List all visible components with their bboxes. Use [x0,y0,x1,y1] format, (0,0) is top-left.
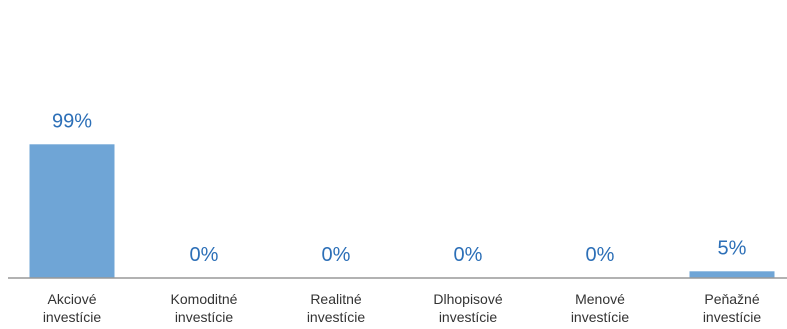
value-label-4: 0% [454,244,483,266]
category-label-5: Menové investície [571,291,630,325]
value-label-3: 0% [322,244,351,266]
category-label-6: Peňažné investície [703,291,762,325]
bar-1 [29,144,115,278]
value-label-6: 5% [718,237,747,259]
bars-group [29,144,775,279]
category-label-3: Realitné investície [307,291,366,325]
category-labels-group: Akciové investície Komoditné investície Real… [43,291,762,325]
value-label-2: 0% [190,244,219,266]
bar-6 [689,271,775,279]
value-label-1: 99% [52,110,92,132]
value-labels-group: 99% 0% 0% 0% 0% 5% [52,110,747,266]
category-label-1: Akciové investície [43,291,102,325]
category-label-4: Dlhopisové investície [433,291,502,325]
value-label-5: 0% [586,244,615,266]
category-label-2: Komoditné investície [171,291,238,325]
